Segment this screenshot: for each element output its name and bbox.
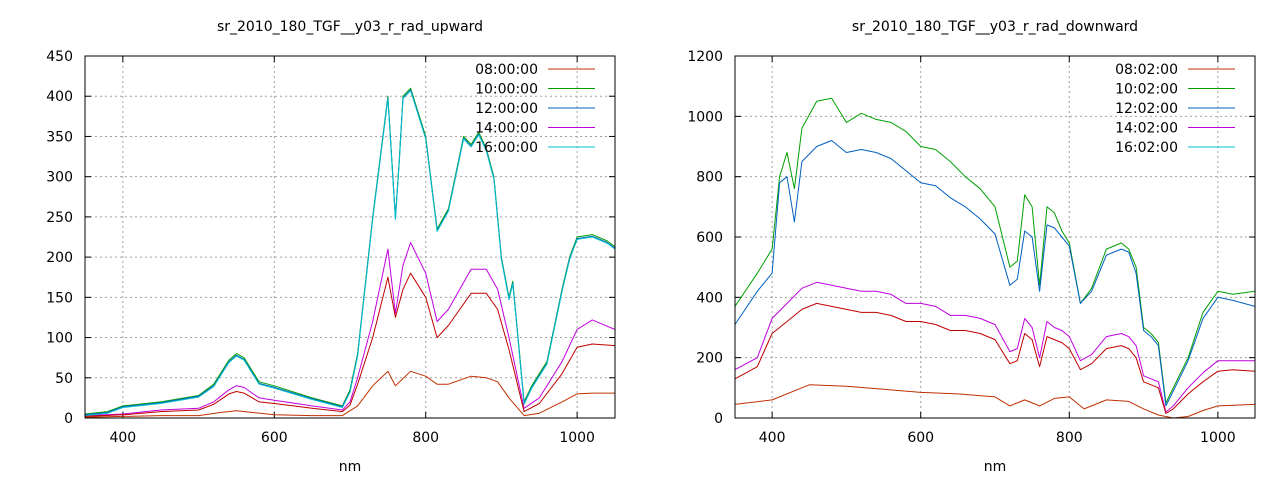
legend-label: 12:02:00 [1115, 101, 1178, 117]
legend-label: 10:00:00 [475, 82, 538, 98]
x-tick-label: 800 [1056, 430, 1083, 446]
y-tick-label: 350 [46, 129, 73, 145]
x-axis-label: nm [339, 459, 362, 475]
x-tick-label: 1000 [1200, 430, 1236, 446]
y-tick-label: 400 [46, 89, 73, 105]
plot-frame [84, 55, 616, 419]
y-tick-label: 0 [64, 411, 73, 427]
y-tick-label: 250 [46, 210, 73, 226]
y-tick-label: 100 [46, 331, 73, 347]
y-tick-label: 1000 [687, 109, 723, 125]
legend-label: 14:02:00 [1115, 121, 1178, 137]
chart-title: sr_2010_180_TGF__y03_r_rad_upward [217, 19, 483, 35]
y-tick-label: 50 [55, 371, 73, 387]
y-tick-label: 200 [696, 351, 723, 367]
y-tick-label: 400 [696, 290, 723, 306]
series-line-140200 [735, 281, 1255, 413]
y-tick-label: 800 [696, 170, 723, 186]
legend-label: 12:00:00 [475, 101, 538, 117]
y-tick-label: 200 [46, 250, 73, 266]
chart-panel-1: sr_2010_180_TGF__y03_r_rad_upward 400 600 8… [46, 19, 616, 475]
x-tick-label: 800 [412, 430, 439, 446]
legend-label: 14:00:00 [475, 121, 538, 137]
y-tick-label: 150 [46, 290, 73, 306]
legend-label: 16:02:00 [1115, 140, 1178, 156]
series-line-unlabeled-5 [735, 302, 1255, 414]
series-line-100000 [85, 87, 615, 415]
y-tick-label: 600 [696, 230, 723, 246]
x-tick-label: 1000 [559, 430, 595, 446]
series-line-080000 [85, 370, 615, 418]
x-tick-label: 600 [261, 430, 288, 446]
x-tick-label: 400 [759, 430, 786, 446]
series-line-160000 [85, 90, 615, 417]
legend-label: 16:00:00 [475, 140, 538, 156]
y-tick-label: 1200 [687, 49, 723, 65]
chart-title: sr_2010_180_TGF__y03_r_rad_downward [852, 19, 1138, 35]
x-axis-label: nm [984, 459, 1007, 475]
legend-label: 08:00:00 [475, 62, 538, 78]
series-line-140000 [85, 242, 615, 417]
x-tick-label: 400 [109, 430, 136, 446]
y-tick-label: 0 [714, 411, 723, 427]
legend-label: 08:02:00 [1115, 62, 1178, 78]
series-line-120200 [735, 140, 1255, 407]
y-tick-label: 300 [46, 170, 73, 186]
x-tick-label: 600 [907, 430, 934, 446]
legend-label: 10:02:00 [1115, 82, 1178, 98]
series-line-unlabeled-5 [85, 272, 615, 417]
series-line-120000 [85, 89, 615, 416]
series-group [85, 87, 615, 418]
series-line-100200 [735, 97, 1255, 404]
y-tick-label: 450 [46, 49, 73, 65]
chart-panel-2: sr_2010_180_TGF__y03_r_rad_downward 400 60… [687, 19, 1256, 475]
plot-frame [734, 55, 1256, 419]
